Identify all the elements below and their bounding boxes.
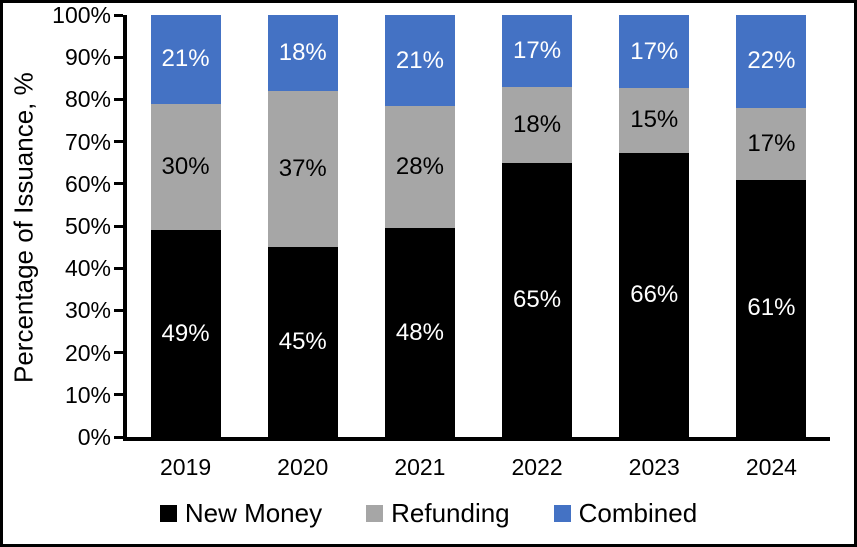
x-tick-label: 2020 [277,454,329,480]
y-tick-label: 10% [64,381,111,408]
bar-segment-label: 28% [395,153,444,181]
x-tick-label: 2019 [159,454,212,480]
bar-segment-label: 17% [747,129,796,157]
legend-label: New Money [184,497,323,528]
x-tick-label: 2024 [745,454,797,480]
bar-segment-label: 21% [395,46,444,74]
bar-segment-label: 22% [747,47,796,75]
x-axis-line [123,437,830,441]
bar-segment-label: 18% [513,110,562,138]
bar-segment: 61% [736,179,807,437]
bar-segment: 66% [619,152,690,437]
y-tick-mark [114,140,123,144]
bar-segment-label: 21% [161,45,210,73]
y-tick-mark [114,266,123,270]
bar-segment: 30% [150,103,221,231]
legend-item: Combined [553,497,698,529]
bar-segment: 15% [619,88,690,153]
bar-segment: 48% [384,228,455,437]
y-tick-label: 40% [64,255,111,282]
y-tick-mark [114,435,123,439]
legend-swatch [553,504,571,522]
y-tick-mark [114,55,123,59]
legend-item: Refunding [366,498,510,529]
y-tick-label: 70% [64,128,111,155]
y-tick-label: 80% [64,86,111,113]
y-tick-mark [114,224,123,228]
bar-segment-label: 17% [513,36,562,64]
bar-segment-label: 66% [630,280,679,308]
y-tick-mark [114,97,123,101]
y-tick-mark [114,182,123,186]
bar-segment-label: 48% [395,318,444,346]
legend-swatch [366,504,384,522]
bar-segment: 45% [267,247,338,437]
bar-segment: 18% [502,86,573,163]
bar-segment-label: 37% [278,155,327,183]
y-tick-label: 0% [77,424,111,450]
bar-segment-label: 49% [161,319,210,347]
y-tick-mark [114,393,123,397]
bar-segment-label: 18% [278,38,327,66]
bar-segment-label: 30% [161,152,210,180]
legend-label: Combined [578,497,698,528]
bar-segment: 28% [384,106,455,229]
x-tick-label: 2023 [628,454,680,480]
y-tick-label: 90% [64,44,111,71]
bar-segment: 37% [267,90,338,248]
bar-segment: 49% [150,230,221,437]
y-tick-mark [114,308,123,312]
legend-label: Refunding [391,497,510,528]
y-tick-mark [114,351,123,355]
bar-segment: 17% [619,15,690,89]
bar-segment-label: 61% [747,294,796,322]
bar-segment: 21% [384,15,455,107]
bar-segment: 17% [502,15,573,87]
y-axis-line [123,15,127,441]
bar-segment: 18% [267,15,338,91]
x-tick-label: 2021 [394,454,446,480]
y-tick-mark [114,13,123,17]
bar-segment: 22% [736,15,807,108]
y-tick-label: 30% [64,297,111,324]
bar-segment: 65% [502,162,573,437]
legend: New Money Refunding Combined [3,497,854,529]
y-tick-label: 100% [52,2,111,28]
bar-segment-label: 65% [513,285,562,313]
bar-segment-label: 17% [630,37,679,65]
legend-swatch [159,504,177,522]
bar-segment: 21% [150,15,221,104]
legend-item: New Money [159,497,323,529]
x-tick-label: 2022 [511,454,563,480]
y-tick-label: 60% [64,170,111,197]
bar-segment-label: 45% [278,328,327,356]
y-tick-label: 20% [64,339,111,366]
bar-segment: 17% [736,107,807,180]
bar-segment-label: 15% [630,106,679,134]
y-tick-label: 50% [64,213,111,239]
